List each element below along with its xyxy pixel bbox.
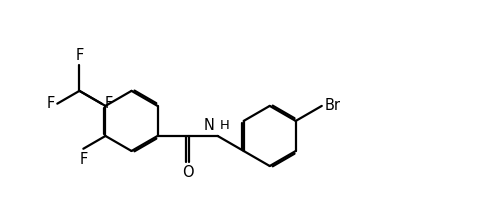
Text: Br: Br — [325, 98, 341, 113]
Text: H: H — [219, 119, 229, 132]
Text: F: F — [79, 152, 88, 167]
Text: F: F — [46, 96, 55, 111]
Text: O: O — [182, 165, 193, 180]
Text: N: N — [204, 118, 215, 133]
Text: F: F — [104, 96, 113, 111]
Text: F: F — [75, 48, 84, 62]
